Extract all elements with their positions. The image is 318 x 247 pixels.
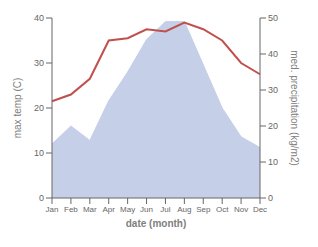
svg-text:0: 0: [39, 193, 44, 203]
svg-text:10: 10: [34, 148, 44, 158]
svg-text:Feb: Feb: [64, 205, 78, 214]
svg-text:Jul: Jul: [160, 205, 170, 214]
svg-text:50: 50: [268, 13, 278, 23]
svg-text:Jun: Jun: [140, 205, 153, 214]
svg-text:May: May: [120, 205, 135, 214]
svg-text:date (month): date (month): [126, 218, 187, 229]
svg-text:max temp (C): max temp (C): [12, 78, 23, 139]
svg-text:Nov: Nov: [234, 205, 248, 214]
svg-text:Apr: Apr: [103, 205, 116, 214]
svg-text:Aug: Aug: [177, 205, 191, 214]
svg-text:Mar: Mar: [83, 205, 97, 214]
svg-text:40: 40: [34, 13, 44, 23]
svg-text:med. precipitation (kg/m2): med. precipitation (kg/m2): [289, 50, 300, 166]
svg-text:20: 20: [268, 121, 278, 131]
svg-text:20: 20: [34, 103, 44, 113]
svg-text:Sep: Sep: [196, 205, 211, 214]
svg-text:Dec: Dec: [253, 205, 267, 214]
svg-text:Jan: Jan: [46, 205, 59, 214]
svg-text:30: 30: [268, 85, 278, 95]
svg-text:40: 40: [268, 49, 278, 59]
svg-text:30: 30: [34, 58, 44, 68]
svg-text:0: 0: [268, 193, 273, 203]
svg-text:10: 10: [268, 157, 278, 167]
svg-text:Oct: Oct: [216, 205, 229, 214]
